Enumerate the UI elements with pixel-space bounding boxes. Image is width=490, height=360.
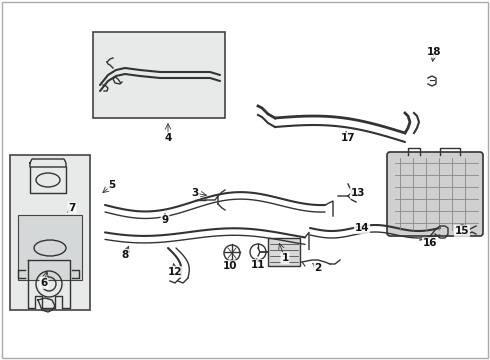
Text: 11: 11 xyxy=(251,260,265,270)
Text: 5: 5 xyxy=(108,180,116,190)
FancyBboxPatch shape xyxy=(93,32,225,118)
Text: 3: 3 xyxy=(192,188,198,198)
Text: 13: 13 xyxy=(351,188,365,198)
Text: 7: 7 xyxy=(68,203,75,213)
Text: 15: 15 xyxy=(455,226,469,236)
Text: 17: 17 xyxy=(341,133,355,143)
Text: 2: 2 xyxy=(315,263,321,273)
Text: 1: 1 xyxy=(281,253,289,263)
Text: 16: 16 xyxy=(423,238,437,248)
Text: 8: 8 xyxy=(122,250,129,260)
FancyBboxPatch shape xyxy=(10,155,90,310)
Text: 18: 18 xyxy=(427,47,441,57)
Text: 4: 4 xyxy=(164,133,171,143)
Text: 6: 6 xyxy=(40,278,48,288)
FancyBboxPatch shape xyxy=(18,215,82,280)
FancyBboxPatch shape xyxy=(387,152,483,236)
Text: 10: 10 xyxy=(223,261,237,271)
Text: 12: 12 xyxy=(168,267,182,277)
FancyBboxPatch shape xyxy=(268,238,300,266)
Text: 9: 9 xyxy=(161,215,169,225)
Text: 14: 14 xyxy=(355,223,369,233)
